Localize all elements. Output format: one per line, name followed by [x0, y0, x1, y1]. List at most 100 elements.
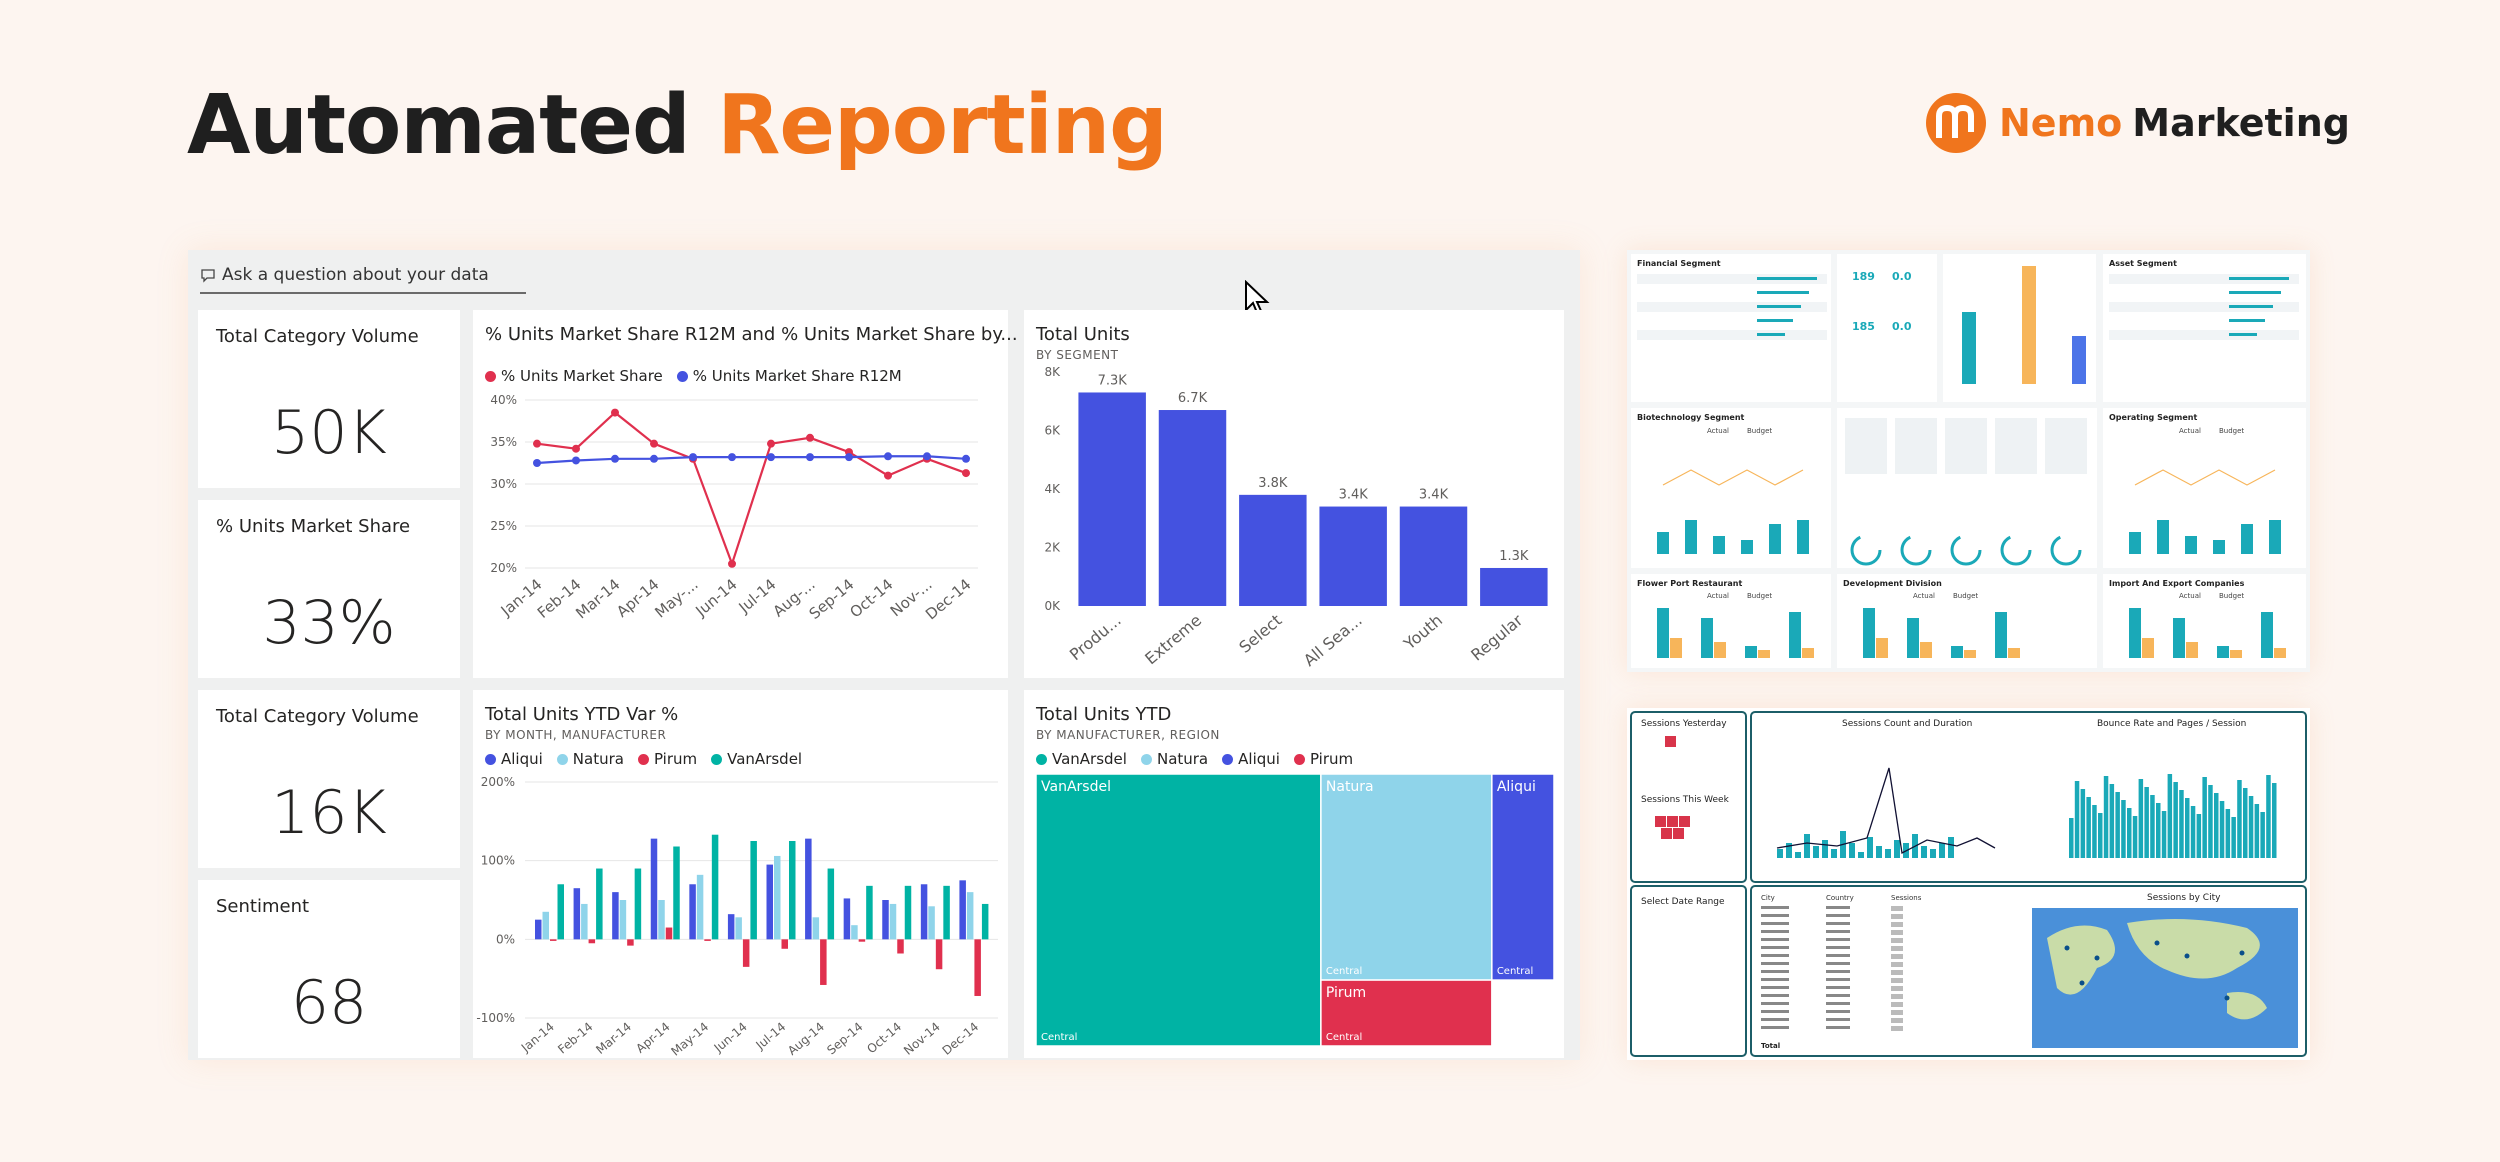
data-point — [806, 453, 814, 462]
bar — [2248, 796, 2254, 858]
legend-label: Pirum — [653, 750, 698, 768]
data-point — [845, 453, 853, 462]
legend-item[interactable]: Aliqui — [485, 750, 543, 768]
treemap-tile — [1320, 979, 1493, 1047]
x-tick-label: Extreme — [1141, 611, 1205, 669]
x-tick-label: May-... — [651, 575, 701, 621]
data-label: 1.3K — [1499, 549, 1529, 564]
bar — [904, 885, 912, 940]
bar — [1797, 520, 1809, 554]
table-cell — [1891, 930, 1903, 935]
table-row — [2109, 274, 2299, 284]
bar — [981, 903, 989, 940]
bar-chart-card[interactable]: Total Units BY SEGMENT 8K 6K 4K 2K 0K 7.3K Pro… — [1024, 310, 1564, 678]
table-cell — [1761, 1026, 1789, 1029]
qa-search-box[interactable]: Ask a question about your data — [200, 258, 526, 294]
table-row — [1637, 288, 1827, 298]
progress-bar — [2229, 333, 2257, 336]
bar — [2150, 795, 2155, 858]
legend-item[interactable]: Pirum — [637, 750, 698, 768]
bar — [1769, 524, 1781, 554]
table-row — [2109, 302, 2299, 312]
legend-item[interactable]: VanArsdel — [711, 750, 802, 768]
legend-item[interactable]: Natura — [1140, 750, 1208, 768]
page-title: Automated Reporting — [187, 78, 1168, 173]
bar — [2254, 804, 2260, 858]
legend-item[interactable]: % Units Market Share R12M — [676, 367, 902, 385]
bar — [2225, 809, 2231, 858]
clustered-bar-chart-card[interactable]: Total Units YTD Var % BY MONTH, MANUFACT… — [473, 690, 1008, 1058]
table-cell — [1891, 1026, 1903, 1031]
legend-item[interactable]: Pirum — [1293, 750, 1353, 768]
table-cell — [1761, 954, 1789, 957]
data-label: 6.7K — [1178, 391, 1208, 406]
bar — [727, 914, 735, 940]
legend-label: % Units Market Share — [501, 367, 663, 385]
thumbnail-panel — [1750, 711, 2307, 883]
bar — [2237, 780, 2242, 858]
thumbnail-card — [1837, 254, 1937, 402]
treemap-tile — [1320, 773, 1493, 981]
bar — [858, 939, 866, 942]
line-chart-card[interactable]: % Units Market Share R12M and % Units Ma… — [473, 310, 1018, 678]
kpi-card[interactable]: Total Category Volume 50K — [198, 310, 460, 488]
y-tick-label: 2K — [1044, 541, 1061, 555]
bar — [1657, 608, 1669, 658]
table-row — [2109, 288, 2299, 298]
legend-item[interactable]: Aliqui — [1222, 750, 1280, 768]
legend-label: Budget — [1747, 427, 1772, 435]
bar — [2213, 540, 2225, 554]
kpi-value: 0.0 — [1892, 320, 1912, 333]
data-point — [650, 439, 658, 448]
legend-dot-icon — [676, 370, 688, 382]
kpi-card[interactable]: Sentiment 68 — [198, 880, 460, 1058]
table-cell — [1826, 938, 1850, 941]
bar — [897, 939, 904, 954]
kpi-title: Total Category Volume — [216, 706, 419, 727]
map-point — [2224, 995, 2230, 1001]
x-tick-label: Apr-14 — [633, 1020, 672, 1056]
bar — [1319, 506, 1387, 606]
bar — [1758, 650, 1770, 658]
kpi-card[interactable]: Total Category Volume 16K — [198, 690, 460, 868]
bar — [1863, 608, 1875, 658]
legend-dot-icon — [1036, 753, 1047, 765]
kpi-card[interactable]: % Units Market Share 33% — [198, 500, 460, 678]
panel-title: Sessions Count and Duration — [1842, 719, 1972, 729]
bar — [1777, 849, 1783, 858]
table-row — [2109, 330, 2299, 340]
report-thumbnail-sessions[interactable]: Sessions Yesterday Sessions This Week Sess… — [1627, 708, 2310, 1060]
legend-label: VanArsdel — [727, 750, 803, 768]
legend-label: Actual — [1913, 592, 1935, 600]
nemo-logo-icon — [1926, 93, 1986, 153]
bar — [650, 838, 658, 940]
legend-item[interactable]: % Units Market Share — [485, 367, 663, 385]
legend-item[interactable]: Natura — [556, 750, 624, 768]
bar — [2129, 532, 2141, 554]
bar — [974, 939, 981, 996]
y-tick-label: 40% — [490, 393, 517, 407]
bar — [1714, 642, 1726, 658]
treemap-tile-label: Pirum — [1326, 985, 1366, 1001]
bar — [1158, 410, 1227, 606]
bar — [673, 846, 680, 940]
table-cell — [1826, 970, 1850, 973]
chart-legend: VanArsdel Natura Aliqui Pirum — [1036, 750, 1353, 768]
legend-item[interactable]: VanArsdel — [1036, 750, 1127, 768]
report-thumbnail-segments[interactable]: Financial Segment Asset Segment 189 0.0 185 0… — [1627, 250, 2310, 672]
heatmap-cell — [1679, 816, 1690, 827]
map-landmass — [2047, 919, 2267, 1020]
chart-title: Total Units — [1036, 324, 1130, 345]
table-cell — [1891, 914, 1903, 919]
table-row — [1637, 274, 1827, 284]
table-total: Total — [1761, 1042, 1780, 1050]
bar — [2208, 785, 2213, 858]
bar — [581, 903, 588, 940]
gauge — [1950, 534, 1982, 566]
bar — [774, 855, 781, 940]
treemap-card[interactable]: Total Units YTD BY MANUFACTURER, REGION … — [1024, 690, 1564, 1058]
bar — [573, 888, 581, 940]
map-point — [2184, 953, 2190, 959]
bar — [2196, 814, 2202, 858]
